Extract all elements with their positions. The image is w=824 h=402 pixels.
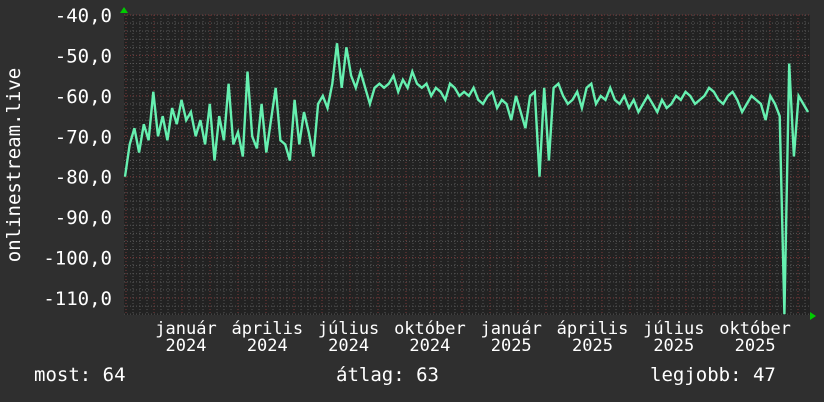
y-tick-label: -50,0 xyxy=(55,45,112,67)
x-tick-year: 2025 xyxy=(653,336,694,356)
y-tick-label: -110,0 xyxy=(43,288,112,310)
x-axis-arrow-icon xyxy=(810,312,816,320)
x-tick-month: július xyxy=(318,319,379,339)
x-tick-label: július 2024 xyxy=(318,319,379,356)
series-line xyxy=(123,43,810,315)
x-tick-label: október 2024 xyxy=(394,319,466,356)
x-tick-year: 2025 xyxy=(735,336,776,356)
legend-average: átlag: 63 xyxy=(336,364,439,386)
x-tick-year: 2025 xyxy=(572,336,613,356)
x-tick-year: 2024 xyxy=(166,336,207,356)
x-tick-label: október 2025 xyxy=(719,319,791,356)
x-tick-month: április xyxy=(557,319,629,339)
y-tick-label: -60,0 xyxy=(55,86,112,108)
x-tick-month: október xyxy=(394,319,466,339)
x-tick-month: április xyxy=(231,319,303,339)
y-axis-label: onlinestream.live xyxy=(3,68,25,262)
y-tick-label: -70,0 xyxy=(55,126,112,148)
x-tick-month: október xyxy=(719,319,791,339)
x-tick-label: április 2025 xyxy=(557,319,629,356)
y-tick-label: -90,0 xyxy=(55,207,112,229)
y-tick-label: -40,0 xyxy=(55,5,112,27)
x-tick-year: 2024 xyxy=(409,336,450,356)
legend-current: most: 64 xyxy=(34,364,126,386)
x-tick-month: július xyxy=(643,319,704,339)
y-tick-label: -100,0 xyxy=(43,248,112,270)
x-tick-label: április 2024 xyxy=(231,319,303,356)
x-tick-month: január xyxy=(480,319,541,339)
x-tick-label: január 2025 xyxy=(480,319,541,356)
y-tick-label: -80,0 xyxy=(55,167,112,189)
x-tick-year: 2024 xyxy=(247,336,288,356)
y-axis-arrow-icon xyxy=(120,7,128,13)
y-axis: -40,0 -50,0 -60,0 -70,0 -80,0 -90,0 -100,0 -110… xyxy=(43,5,112,310)
x-tick-label: január 2024 xyxy=(155,319,216,356)
legend-best: legjobb: 47 xyxy=(650,364,776,386)
x-tick-month: január xyxy=(155,319,216,339)
x-tick-year: 2025 xyxy=(491,336,532,356)
x-tick-year: 2024 xyxy=(328,336,369,356)
x-tick-label: július 2025 xyxy=(643,319,704,356)
